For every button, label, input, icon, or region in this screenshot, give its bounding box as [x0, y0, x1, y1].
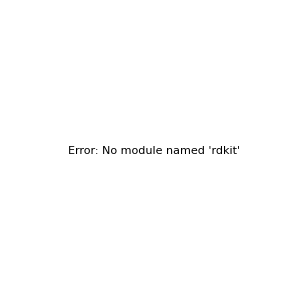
Text: Error: No module named 'rdkit': Error: No module named 'rdkit' [68, 146, 240, 157]
